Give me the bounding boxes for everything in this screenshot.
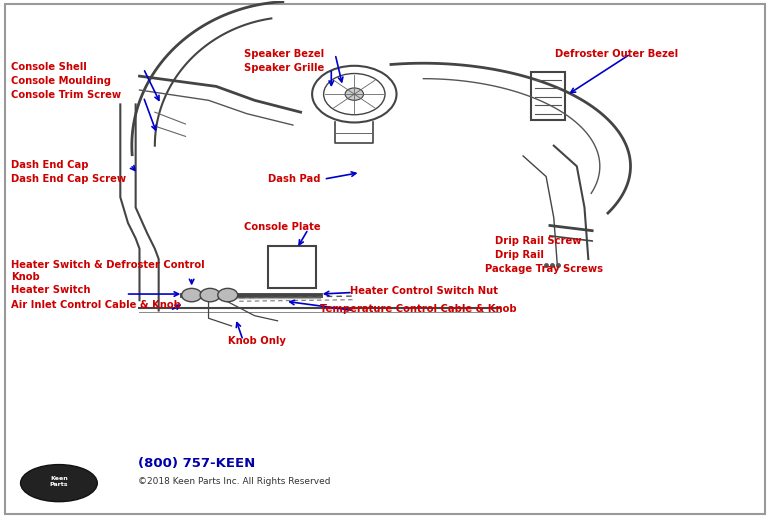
- Text: Keen
Parts: Keen Parts: [50, 476, 69, 487]
- Text: Dash End Cap: Dash End Cap: [12, 160, 89, 170]
- Text: Package Tray Screws: Package Tray Screws: [485, 264, 603, 274]
- Text: Heater Switch: Heater Switch: [12, 285, 91, 295]
- Text: Knob Only: Knob Only: [228, 336, 286, 347]
- Text: Dash End Cap Screw: Dash End Cap Screw: [12, 174, 126, 184]
- Text: Speaker Bezel: Speaker Bezel: [244, 49, 324, 59]
- Text: Dash Pad: Dash Pad: [269, 174, 321, 184]
- Text: Heater Switch & Defroster Control
Knob: Heater Switch & Defroster Control Knob: [12, 260, 205, 282]
- Circle shape: [182, 289, 202, 302]
- Text: Defroster Outer Bezel: Defroster Outer Bezel: [555, 49, 678, 59]
- Text: Heater Control Switch Nut: Heater Control Switch Nut: [350, 286, 498, 296]
- Text: Temperature Control Cable & Knob: Temperature Control Cable & Knob: [320, 304, 517, 314]
- Circle shape: [200, 289, 220, 302]
- Text: Console Trim Screw: Console Trim Screw: [12, 90, 122, 100]
- Text: Console Plate: Console Plate: [244, 222, 320, 232]
- Text: Air Inlet Control Cable & Knob: Air Inlet Control Cable & Knob: [12, 300, 181, 310]
- Text: Console Shell: Console Shell: [12, 62, 87, 72]
- Text: ©2018 Keen Parts Inc. All Rights Reserved: ©2018 Keen Parts Inc. All Rights Reserve…: [138, 477, 330, 486]
- Text: Speaker Grille: Speaker Grille: [244, 63, 324, 73]
- Text: (800) 757-KEEN: (800) 757-KEEN: [138, 457, 255, 470]
- Text: Console Moulding: Console Moulding: [12, 76, 112, 86]
- Text: Drip Rail: Drip Rail: [494, 250, 544, 260]
- Text: Drip Rail Screw: Drip Rail Screw: [494, 236, 581, 246]
- Circle shape: [218, 289, 238, 302]
- Ellipse shape: [21, 465, 97, 501]
- Circle shape: [345, 88, 363, 100]
